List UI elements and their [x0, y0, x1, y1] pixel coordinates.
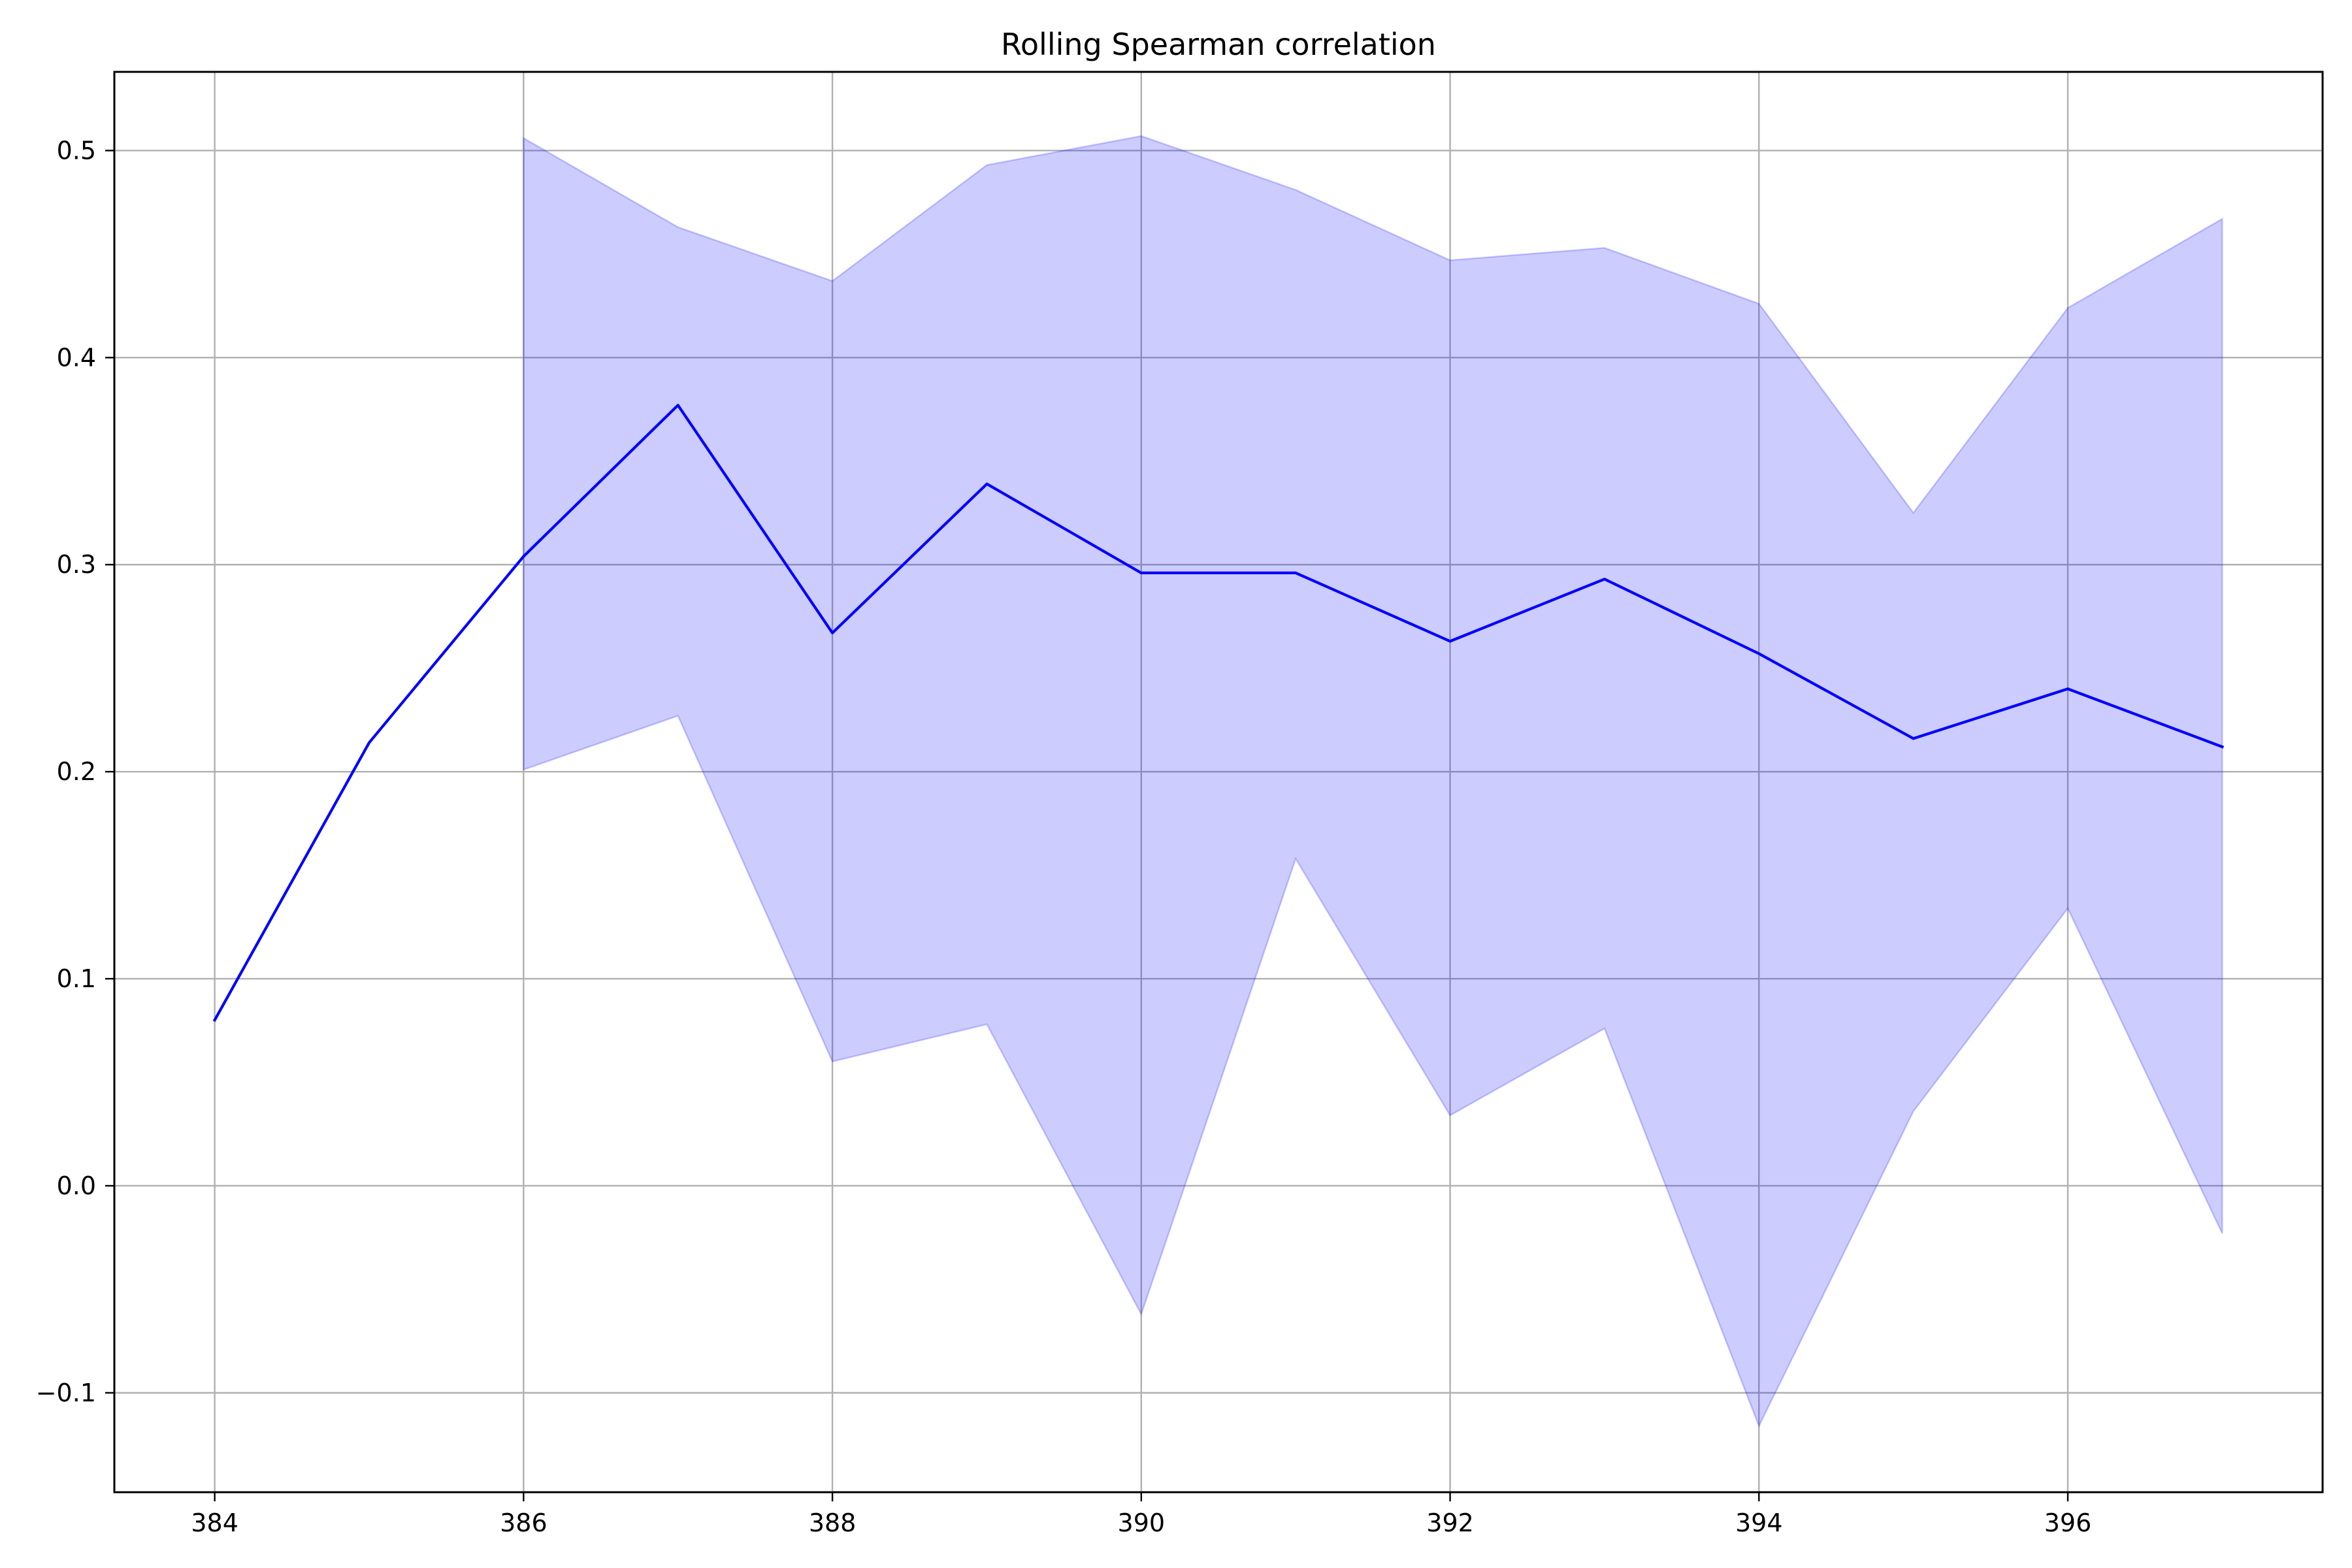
x-axis: 384 386 388 390 392 394 396	[191, 1492, 2091, 1537]
grid	[114, 72, 2323, 1492]
confidence-band	[523, 135, 2223, 1428]
x-tick-label: 396	[2044, 1509, 2092, 1537]
x-tick-label: 388	[809, 1509, 857, 1537]
plot-frame	[113, 71, 2324, 1494]
y-tick-label: −0.1	[36, 1379, 96, 1407]
x-tick-label: 394	[1735, 1509, 1783, 1537]
y-tick-label: 0.0	[57, 1171, 96, 1200]
x-tick-label: 384	[191, 1509, 238, 1537]
y-tick-label: 0.3	[57, 550, 96, 579]
y-tick-label: 0.2	[57, 757, 96, 786]
x-tick-label: 386	[500, 1509, 547, 1537]
series-line	[212, 404, 2225, 1022]
y-axis: −0.1 0.0 0.1 0.2 0.3 0.4 0.5	[36, 136, 114, 1407]
chart-title: Rolling Spearman correlation	[1001, 27, 1436, 62]
y-tick-label: 0.5	[57, 136, 96, 165]
y-tick-label: 0.4	[57, 343, 96, 372]
x-tick-label: 390	[1118, 1509, 1166, 1537]
series-line-layer	[212, 404, 2225, 1022]
y-tick-label: 0.1	[57, 964, 96, 993]
confidence-band-layer	[523, 135, 2223, 1428]
x-tick-label: 392	[1426, 1509, 1474, 1537]
